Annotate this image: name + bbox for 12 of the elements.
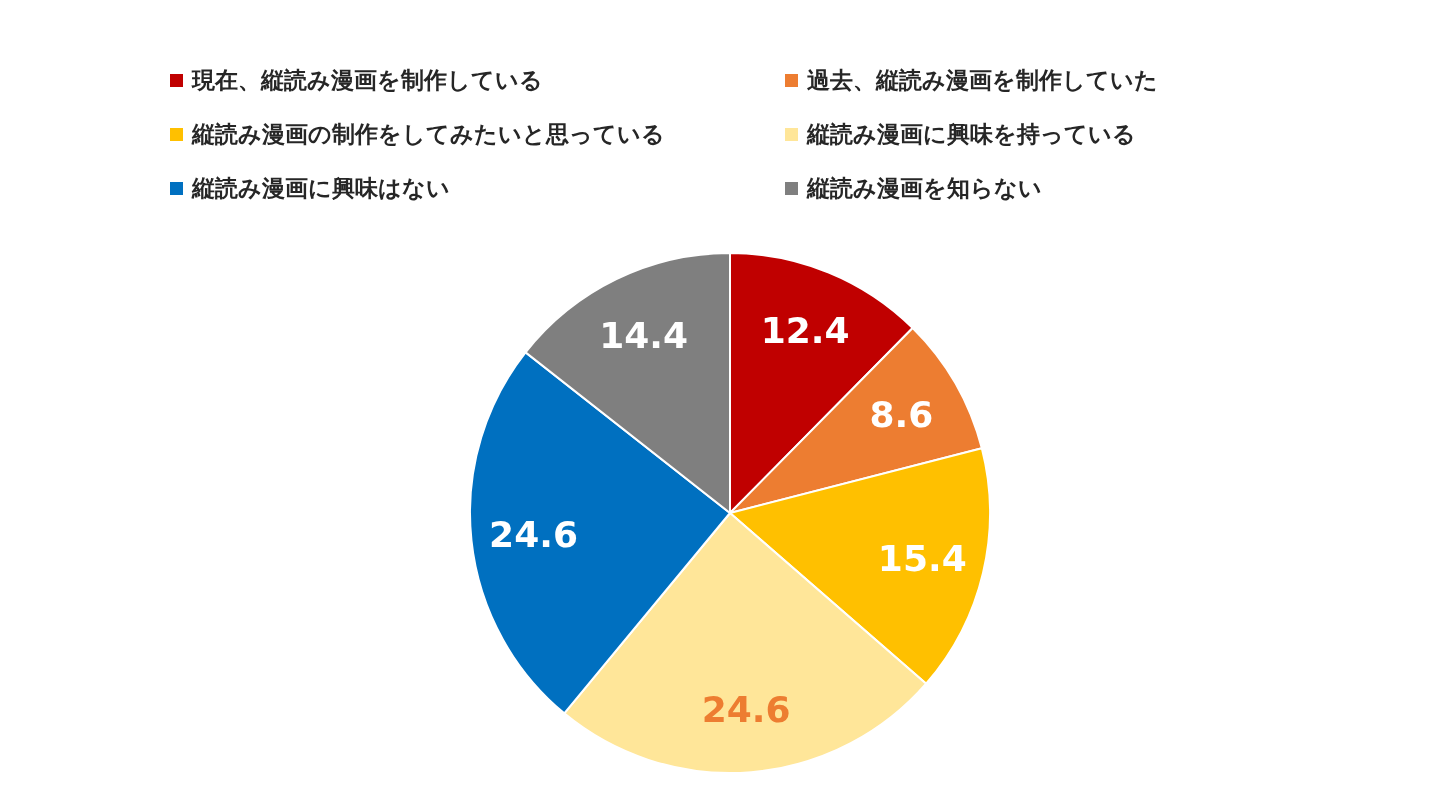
data-label: 24.6 <box>489 513 578 555</box>
legend-label: 縦読み漫画に興味はない <box>191 175 450 201</box>
legend-label: 縦読み漫画に興味を持っている <box>806 121 1136 147</box>
legend-label: 縦読み漫画を知らない <box>806 175 1042 201</box>
legend-label: 縦読み漫画の制作をしてみたいと思っている <box>191 121 665 147</box>
legend-label: 過去、縦読み漫画を制作していた <box>807 67 1158 93</box>
data-label: 12.4 <box>760 309 850 351</box>
data-label: 15.4 <box>877 538 967 580</box>
data-label: 14.4 <box>599 314 689 356</box>
legend-label: 現在、縦読み漫画を制作している <box>191 67 543 93</box>
data-label: 24.6 <box>701 689 791 731</box>
data-label: 8.6 <box>869 394 934 436</box>
